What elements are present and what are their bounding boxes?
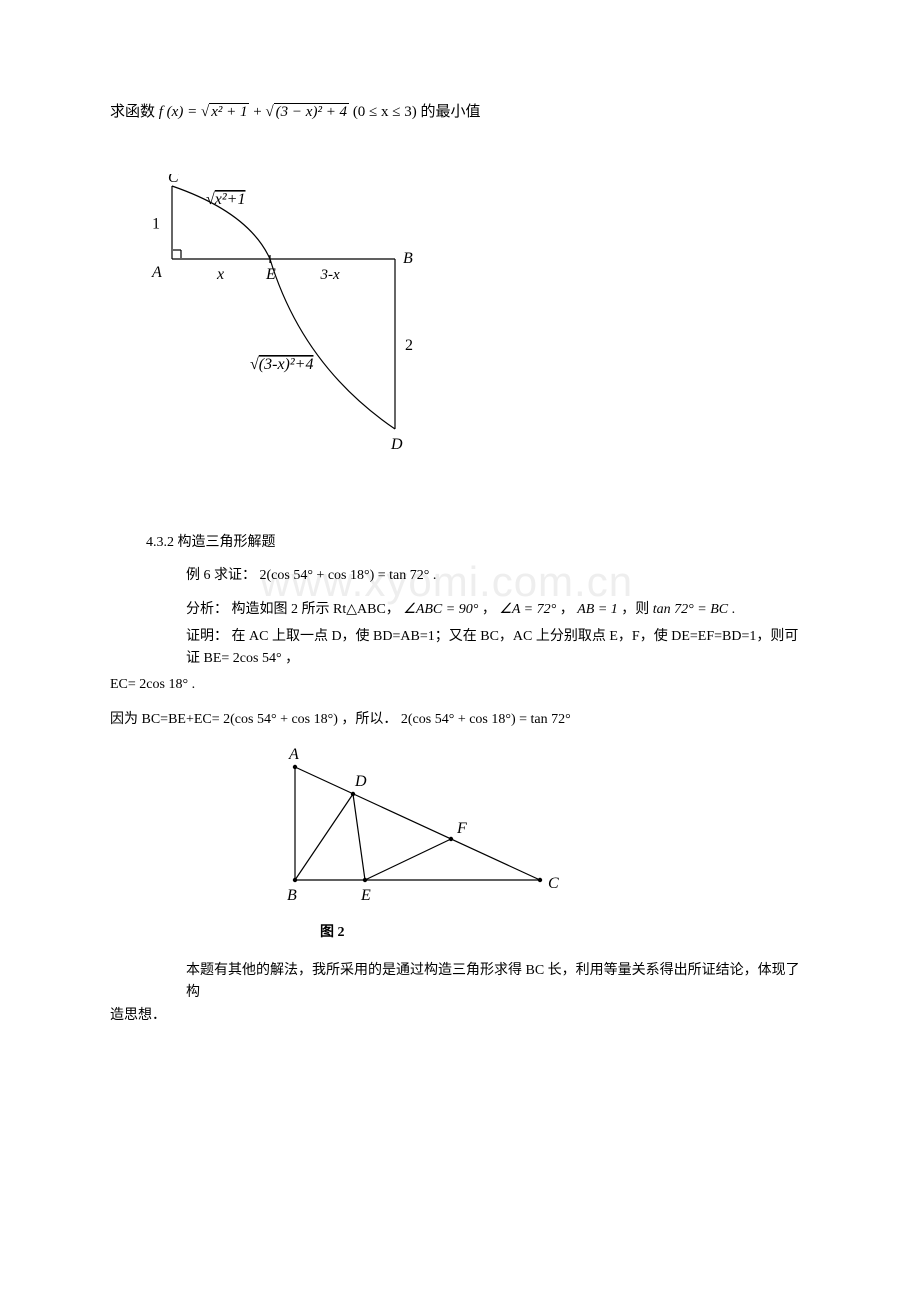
svg-text:D: D: [390, 436, 403, 453]
svg-text:x: x: [216, 266, 224, 283]
proof-line1: 证明： 在 AC 上取一点 D，使 BD=AB=1；又在 BC，AC 上分别取点…: [186, 626, 810, 671]
ec-period: .: [192, 677, 196, 692]
c2: ，: [560, 602, 574, 617]
conclusion-line2: 造思想．: [110, 1005, 810, 1027]
rad1-inner: x² + 1: [209, 103, 249, 120]
figure-2-svg: A B C D E F: [240, 745, 570, 905]
svg-text:A: A: [151, 264, 162, 281]
sqrt2: (3 − x)² + 4: [265, 100, 349, 124]
example-6: 例 6 求证： 2(cos 54° + cos 18°) = tan 72° .: [186, 565, 810, 587]
proof-label: 证明：: [186, 629, 228, 644]
since-mid: ，所以．: [341, 712, 397, 727]
ec-label: EC=: [110, 677, 139, 692]
problem-statement: 求函数 f (x) = x² + 1 + (3 − x)² + 4 (0 ≤ x…: [110, 100, 810, 124]
analysis-eq1: ∠ABC = 90°: [403, 602, 478, 617]
svg-text:B: B: [403, 250, 413, 267]
section-heading: 4.3.2 构造三角形解题: [146, 532, 810, 554]
svg-text:D: D: [354, 773, 367, 790]
fx-label: f (x) =: [159, 104, 201, 120]
plus: +: [253, 104, 265, 120]
analysis-text: 构造如图 2 所示 Rt△ABC，: [232, 602, 400, 617]
analysis-eq2: ∠A = 72°: [499, 602, 556, 617]
sqrt1: x² + 1: [201, 100, 250, 124]
figure-1-svg: C A B D E 1 2 x 3-x √x²+1 √(3-x)²+4: [120, 174, 430, 454]
analysis-eq3: AB = 1: [577, 602, 618, 617]
proof-comma: ，: [285, 651, 299, 666]
svg-text:E: E: [265, 266, 276, 283]
since-eq2: 2(cos 54° + cos 18°) = tan 72°: [401, 712, 571, 727]
since-eq1: BC=BE+EC= 2(cos 54° + cos 18°): [142, 712, 338, 727]
svg-text:1: 1: [152, 216, 160, 233]
example-equation: 2(cos 54° + cos 18°) = tan 72° .: [260, 568, 437, 583]
svg-text:C: C: [548, 875, 559, 892]
ec-eq: 2cos 18°: [139, 677, 188, 692]
page-content: 求函数 f (x) = x² + 1 + (3 − x)² + 4 (0 ≤ x…: [110, 100, 810, 1027]
figure-2: A B C D E F: [240, 745, 810, 913]
svg-text:B: B: [287, 887, 297, 904]
svg-text:A: A: [288, 746, 299, 763]
example-label: 例 6 求证：: [186, 568, 256, 583]
analysis-eq4: tan 72° = BC: [653, 602, 728, 617]
c3: ，则: [621, 602, 653, 617]
svg-text:√(3-x)²+4: √(3-x)²+4: [250, 356, 313, 373]
problem-prefix: 求函数: [110, 104, 159, 120]
analysis-line: 分析： 构造如图 2 所示 Rt△ABC， ∠ABC = 90° ， ∠A = …: [186, 599, 810, 621]
svg-text:E: E: [360, 887, 371, 904]
svg-text:√x²+1: √x²+1: [206, 191, 245, 208]
analysis-label: 分析：: [186, 602, 228, 617]
ec-line: EC= 2cos 18° .: [110, 674, 810, 696]
proof-eq1: 2cos 54°: [233, 651, 282, 666]
c1: ，: [482, 602, 496, 617]
since-line: 因为 BC=BE+EC= 2(cos 54° + cos 18°) ，所以． 2…: [110, 709, 810, 731]
rad2-inner: (3 − x)² + 4: [274, 103, 349, 120]
svg-text:2: 2: [405, 337, 413, 354]
svg-text:C: C: [168, 174, 179, 186]
p1: .: [732, 602, 736, 617]
svg-text:F: F: [456, 820, 467, 837]
problem-suffix: 的最小值: [421, 104, 481, 120]
conclusion-line1: 本题有其他的解法，我所采用的是通过构造三角形求得 BC 长，利用等量关系得出所证…: [186, 960, 810, 1005]
since-label: 因为: [110, 712, 142, 727]
svg-text:3-x: 3-x: [320, 267, 340, 283]
domain-paren: (0 ≤ x ≤ 3): [353, 104, 417, 120]
figure-1: C A B D E 1 2 x 3-x √x²+1 √(3-x)²+4: [120, 174, 810, 462]
figure-2-caption: 图 2: [320, 922, 810, 944]
